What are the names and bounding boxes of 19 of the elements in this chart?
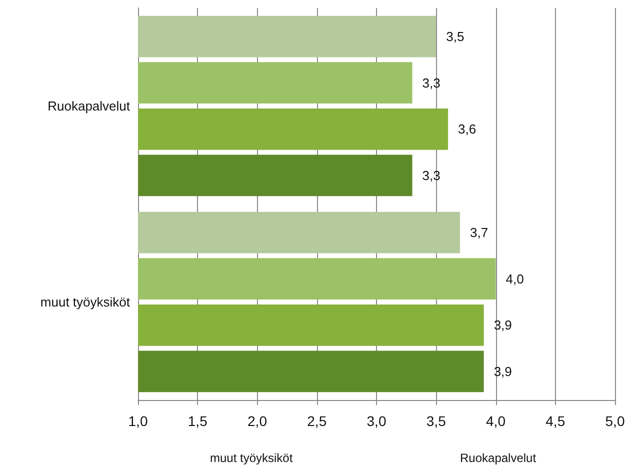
x-tick-label: 1,5 — [188, 413, 208, 429]
data-label: 3,9 — [494, 364, 512, 379]
data-label: 3,9 — [494, 318, 512, 333]
text: muut työyksiköt — [210, 451, 294, 465]
data-label: 3,3 — [422, 75, 440, 90]
text: Ruokapalvelut — [460, 451, 537, 465]
data-label: 3,3 — [422, 168, 440, 183]
data-label: 3,5 — [446, 29, 464, 44]
x-tick-label: 2,5 — [307, 413, 327, 429]
x-tick-label: 1,0 — [128, 413, 148, 429]
x-tick-label: 3,5 — [426, 413, 446, 429]
x-tick-label: 5,0 — [605, 413, 625, 429]
x-tick-label: 2,0 — [248, 413, 268, 429]
x-tick-label: 4,0 — [486, 413, 506, 429]
x-tick-label: 4,5 — [546, 413, 566, 429]
data-label: 3,7 — [470, 225, 488, 240]
data-label: 4,0 — [506, 271, 524, 286]
data-label: 3,6 — [458, 122, 476, 137]
x-tick-label: 3,0 — [366, 413, 386, 429]
